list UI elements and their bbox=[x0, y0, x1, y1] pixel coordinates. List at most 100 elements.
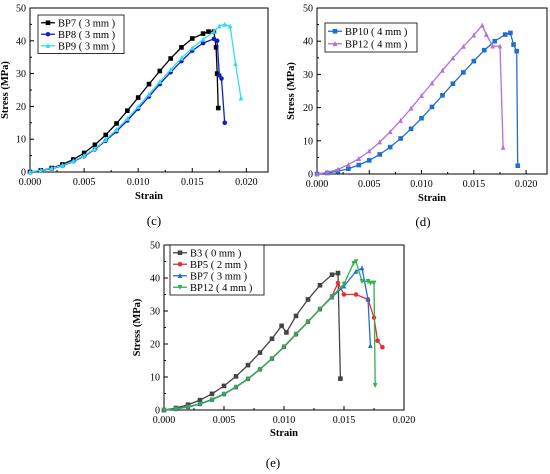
data-point bbox=[92, 142, 98, 148]
y-tick-label: 30 bbox=[16, 69, 26, 80]
data-point bbox=[335, 280, 341, 286]
x-tick-label: 0.010 bbox=[127, 177, 150, 188]
data-point bbox=[492, 38, 498, 44]
data-point bbox=[356, 155, 362, 162]
y-axis-title: Stress (MPa) bbox=[286, 62, 297, 120]
data-point bbox=[257, 350, 263, 355]
data-point bbox=[233, 384, 239, 391]
data-point bbox=[305, 297, 311, 302]
x-tick-label: 0.015 bbox=[463, 179, 486, 190]
data-point bbox=[157, 79, 163, 85]
data-point bbox=[372, 382, 378, 389]
series bbox=[161, 259, 378, 413]
data-point bbox=[366, 158, 372, 163]
data-point bbox=[508, 30, 513, 36]
y-tick-label: 20 bbox=[303, 103, 313, 114]
data-point bbox=[479, 22, 485, 28]
data-point bbox=[368, 280, 373, 286]
x-tick-label: 0.020 bbox=[393, 415, 416, 426]
chart-panel: 0.000 0.005 0.010 0.015 0.020 0 10 20 30 40 50 Stra… bbox=[286, 4, 548, 229]
data-point bbox=[346, 166, 351, 171]
data-point bbox=[398, 136, 403, 141]
data-point bbox=[279, 323, 284, 329]
chart-panel: 0.000 0.005 0.010 0.015 0.020 0 10 20 30 40 50 Stra… bbox=[0, 4, 269, 228]
y-tick-label: 0 bbox=[308, 170, 313, 181]
y-tick-label: 10 bbox=[150, 373, 160, 384]
data-point bbox=[359, 265, 365, 271]
data-point bbox=[359, 279, 365, 285]
data-point bbox=[365, 279, 371, 285]
y-tick-label: 40 bbox=[16, 36, 26, 47]
x-tick-label: 0.015 bbox=[333, 415, 356, 426]
data-point bbox=[398, 117, 403, 123]
data-point bbox=[189, 36, 195, 41]
data-point bbox=[185, 404, 191, 410]
data-point bbox=[215, 105, 221, 111]
y-tick-label: 30 bbox=[303, 70, 313, 81]
series bbox=[27, 21, 244, 175]
x-tick-label: 0.020 bbox=[515, 179, 538, 190]
data-point bbox=[419, 115, 424, 121]
data-point bbox=[217, 72, 222, 78]
data-point bbox=[471, 32, 477, 38]
data-point bbox=[209, 397, 215, 403]
data-point bbox=[500, 144, 506, 150]
series-line bbox=[316, 32, 519, 175]
data-point bbox=[114, 126, 119, 132]
data-point bbox=[351, 260, 356, 266]
y-tick-label: 20 bbox=[16, 102, 26, 113]
series-line bbox=[29, 30, 219, 173]
data-point bbox=[461, 43, 466, 49]
data-point bbox=[38, 167, 44, 173]
legend: BP7 ( 3 mm )BP8 ( 3 mm )BP9 ( 3 mm ) bbox=[37, 14, 125, 54]
legend-box bbox=[324, 22, 418, 53]
y-tick-label: 20 bbox=[150, 340, 160, 351]
legend: B3 ( 0 mm )BP5 ( 2 mm )BP7 ( 3 mm )BP12 … bbox=[169, 244, 265, 296]
data-point bbox=[269, 336, 275, 342]
legend-label: BP12 ( 4 mm ) bbox=[190, 283, 253, 294]
legend-swatch-marker bbox=[177, 272, 183, 279]
data-point bbox=[371, 280, 377, 286]
x-tick-label: 0.000 bbox=[19, 177, 42, 188]
data-point bbox=[179, 55, 184, 61]
data-point bbox=[179, 45, 184, 50]
legend: BP10 ( 4 mm )BP12 ( 4 mm ) bbox=[324, 22, 418, 53]
data-point bbox=[233, 374, 239, 379]
legend-swatch-marker bbox=[177, 250, 183, 256]
data-point bbox=[217, 23, 222, 29]
legend-swatch-marker bbox=[45, 20, 51, 26]
data-point bbox=[346, 161, 351, 168]
data-point bbox=[429, 104, 435, 110]
data-point bbox=[157, 68, 163, 74]
data-point bbox=[209, 391, 215, 397]
data-point bbox=[211, 28, 217, 34]
data-point bbox=[245, 376, 251, 382]
data-point bbox=[161, 407, 167, 413]
series bbox=[314, 22, 506, 177]
data-point bbox=[103, 132, 109, 138]
x-axis-title: Strain bbox=[270, 428, 298, 439]
y-axis-title: Stress (MPa) bbox=[132, 298, 143, 356]
data-point bbox=[341, 292, 347, 297]
data-point bbox=[353, 259, 359, 265]
data-point bbox=[146, 81, 152, 87]
data-point bbox=[368, 342, 373, 348]
panel-label: (d) bbox=[415, 214, 430, 229]
data-point bbox=[92, 145, 98, 152]
data-point bbox=[408, 105, 414, 111]
data-point bbox=[325, 169, 330, 175]
data-point bbox=[481, 47, 487, 53]
data-point bbox=[497, 43, 503, 49]
data-point bbox=[471, 58, 477, 64]
data-point bbox=[168, 56, 173, 61]
x-tick-label: 0.020 bbox=[235, 177, 258, 188]
series bbox=[314, 30, 521, 177]
data-point bbox=[213, 45, 219, 50]
legend-label: BP8 ( 3 mm ) bbox=[58, 30, 116, 41]
data-point bbox=[135, 95, 141, 100]
x-tick-label: 0.005 bbox=[358, 179, 381, 190]
data-point bbox=[293, 313, 299, 319]
data-point bbox=[338, 376, 343, 381]
data-point bbox=[60, 162, 65, 168]
